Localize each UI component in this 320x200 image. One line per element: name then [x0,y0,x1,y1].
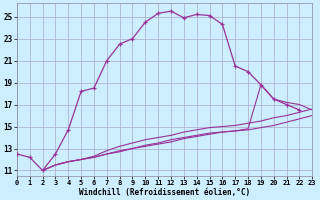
X-axis label: Windchill (Refroidissement éolien,°C): Windchill (Refroidissement éolien,°C) [79,188,250,197]
